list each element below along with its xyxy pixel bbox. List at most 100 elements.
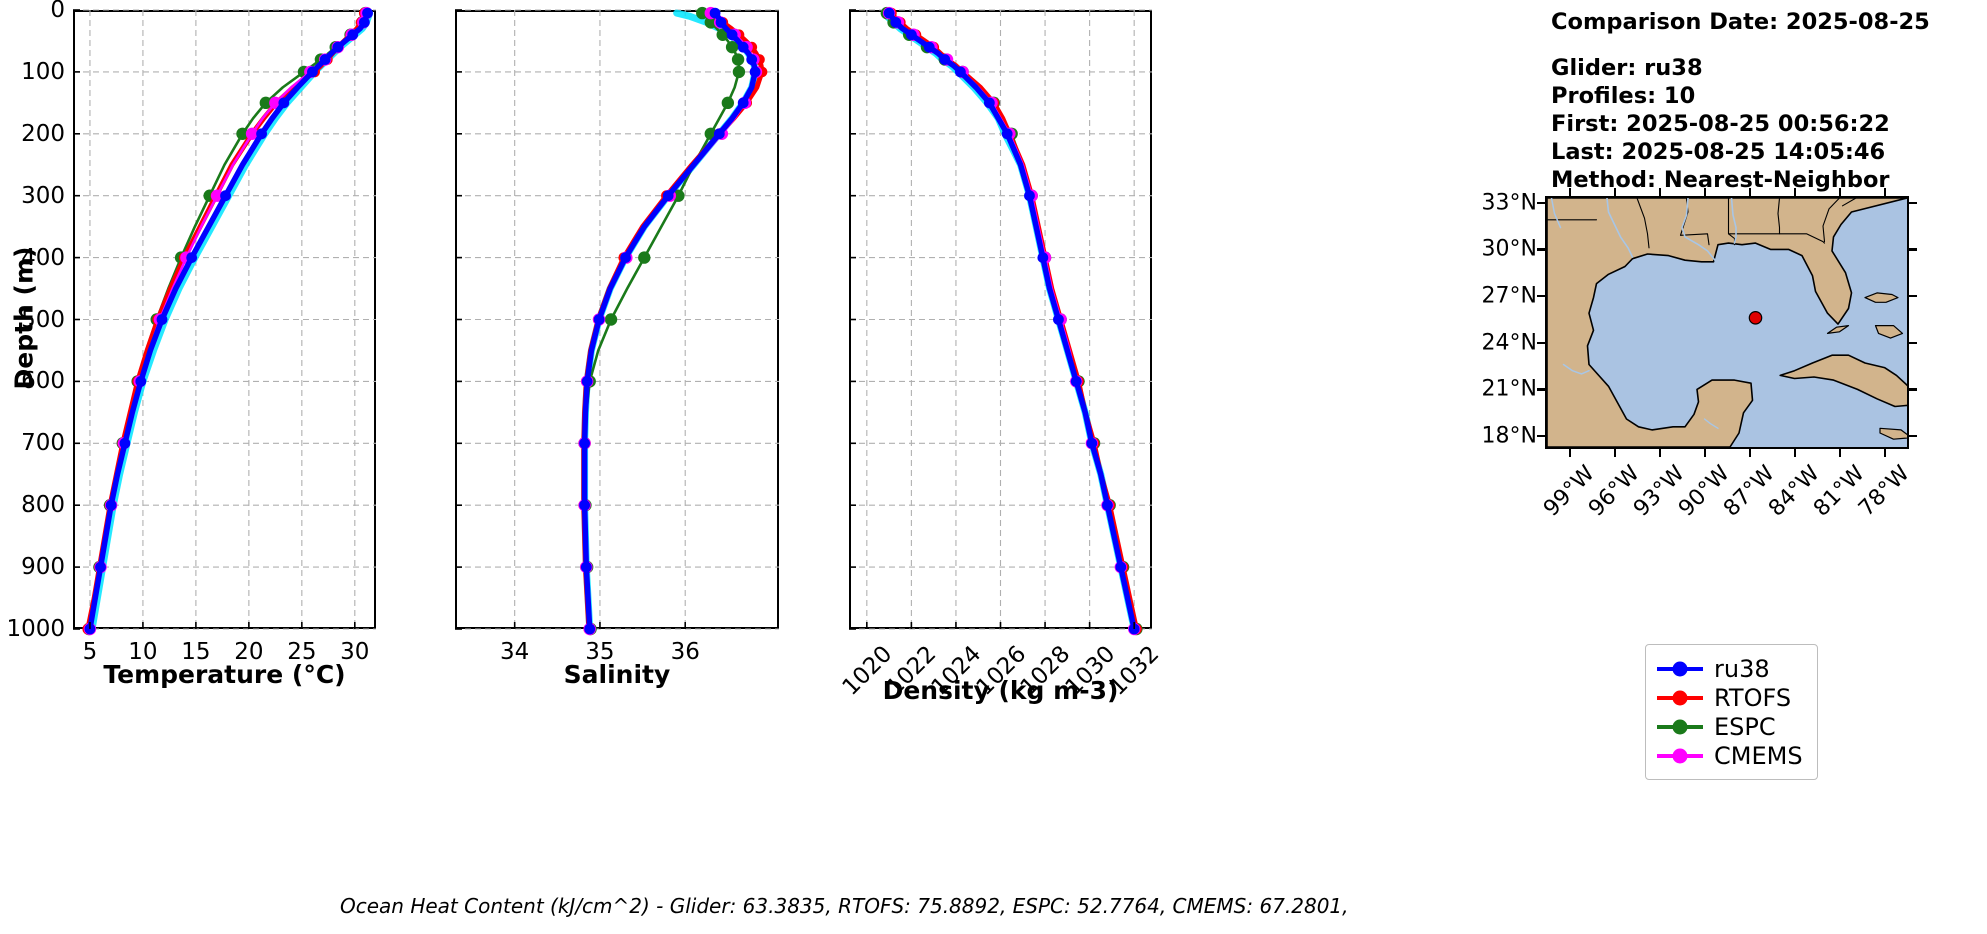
map-lat-tick <box>1537 388 1547 391</box>
map-lat-tick-right <box>1907 341 1917 345</box>
map-lon-tick-top <box>1883 188 1886 198</box>
map-lon-tick <box>1613 447 1616 457</box>
map-latitude-tick-label: 33°N <box>1481 190 1537 216</box>
temperature-tick-label: 5 <box>82 639 98 665</box>
legend-item[interactable]: RTOFS <box>1657 683 1803 712</box>
map-longitude-tick-label: 81°W <box>1808 461 1870 522</box>
map-latitude-tick-label: 18°N <box>1481 423 1537 449</box>
map-lon-tick-top <box>1838 188 1841 198</box>
map-svg <box>1547 198 1907 447</box>
depth-tick-label: 900 <box>21 554 65 581</box>
temperature-tick-label: 25 <box>287 639 317 665</box>
map-longitude-tick-label: 99°W <box>1538 461 1600 522</box>
comparison-date-line: Comparison Date: 2025-08-25 <box>1551 9 1930 35</box>
map-longitude-tick-label: 90°W <box>1673 461 1735 522</box>
legend-item[interactable]: ru38 <box>1657 654 1803 683</box>
map-lon-tick <box>1703 447 1706 457</box>
temperature-tick-label: 10 <box>128 639 158 665</box>
legend-marker-dot <box>1672 719 1688 734</box>
depth-axis-label: Depth (m) <box>9 246 39 390</box>
legend-label: ESPC <box>1714 712 1776 741</box>
salinity-panel <box>455 6 779 636</box>
depth-tick-label: 400 <box>21 244 65 271</box>
map-longitude-tick-label: 78°W <box>1853 461 1915 522</box>
map-lon-tick <box>1748 447 1751 457</box>
salinity-tick-label: 34 <box>500 639 530 665</box>
legend-label: RTOFS <box>1714 683 1792 712</box>
map-longitude-tick-label: 84°W <box>1763 461 1825 522</box>
glider-location-marker <box>1748 311 1763 325</box>
map-latitude-tick-label: 30°N <box>1481 236 1537 262</box>
map-lat-tick <box>1537 248 1547 251</box>
temperature-plot-svg <box>73 6 376 636</box>
depth-tick-label: 0 <box>50 0 65 23</box>
map-lat-tick <box>1537 341 1547 345</box>
map-lon-tick <box>1838 447 1841 457</box>
temperature-tick-label: 20 <box>234 639 264 665</box>
depth-tick-label: 700 <box>21 430 65 457</box>
series-legend: ru38 RTOFS ESPC CMEMS <box>1645 644 1818 780</box>
legend-item[interactable]: ESPC <box>1657 712 1803 741</box>
method-line: Method: Nearest-Neighbor <box>1551 167 1890 193</box>
map-latitude-tick-label: 27°N <box>1481 283 1537 309</box>
legend-label: ru38 <box>1714 654 1770 683</box>
salinity-tick-label: 35 <box>585 639 615 665</box>
legend-marker-dot <box>1672 690 1688 705</box>
map-lon-tick <box>1883 447 1886 457</box>
map-longitude-tick-label: 96°W <box>1583 461 1645 522</box>
map-lat-tick <box>1537 295 1547 298</box>
density-panel <box>849 6 1152 636</box>
salinity-axis-label: Salinity <box>563 660 671 689</box>
map-lat-tick <box>1537 435 1547 438</box>
legend-item[interactable]: CMEMS <box>1657 741 1803 770</box>
map-lon-tick-top <box>1613 188 1616 198</box>
map-lon-tick-top <box>1568 188 1571 198</box>
temperature-tick-label: 30 <box>340 639 370 665</box>
map-latitude-tick-label: 21°N <box>1481 376 1537 402</box>
info-spacer <box>1551 36 1930 54</box>
density-axis-label: Density (kg m-3) <box>882 676 1119 705</box>
map-lat-tick <box>1537 201 1547 205</box>
temperature-tick-label: 15 <box>181 639 211 665</box>
map-lon-tick-top <box>1658 188 1661 198</box>
salinity-plot-svg <box>455 6 779 636</box>
legend-line-swatch <box>1657 748 1703 763</box>
map-lat-tick-right <box>1907 388 1917 391</box>
temperature-axis-label: Temperature (°C) <box>103 660 346 689</box>
temperature-panel <box>73 6 376 636</box>
map-lon-tick-top <box>1748 188 1751 198</box>
map-longitude-tick-label: 87°W <box>1718 461 1780 522</box>
map-lon-tick <box>1658 447 1661 457</box>
glider-line: Glider: ru38 <box>1551 55 1703 81</box>
map-lon-tick <box>1793 447 1796 457</box>
legend-marker-dot <box>1672 661 1688 676</box>
map-lat-tick-right <box>1907 435 1917 438</box>
salinity-tick-label: 36 <box>670 639 700 665</box>
density-plot-svg <box>849 6 1152 636</box>
last-profile-line: Last: 2025-08-25 14:05:46 <box>1551 139 1886 165</box>
map-lon-tick-top <box>1793 188 1796 198</box>
map-lon-tick-top <box>1703 188 1706 198</box>
map-lon-tick <box>1568 447 1571 457</box>
map-latitude-tick-label: 24°N <box>1481 330 1537 356</box>
map-lat-tick-right <box>1907 201 1917 205</box>
first-profile-line: First: 2025-08-25 00:56:22 <box>1551 111 1890 137</box>
legend-line-swatch <box>1657 690 1703 705</box>
legend-marker-dot <box>1672 748 1688 763</box>
depth-tick-label: 300 <box>21 182 65 209</box>
map-lat-tick-right <box>1907 295 1917 298</box>
depth-tick-label: 100 <box>21 58 65 85</box>
legend-line-swatch <box>1657 661 1703 676</box>
ocean-heat-content-caption: Ocean Heat Content (kJ/cm^2) - Glider: 6… <box>340 894 1349 918</box>
location-map[interactable] <box>1545 196 1909 449</box>
legend-label: CMEMS <box>1714 741 1803 770</box>
depth-tick-label: 600 <box>21 368 65 395</box>
depth-tick-label: 1000 <box>6 616 65 642</box>
depth-tick-label: 200 <box>21 120 65 147</box>
depth-tick-label: 500 <box>21 306 65 333</box>
comparison-info-block: Comparison Date: 2025-08-25 Glider: ru38… <box>1551 8 1930 194</box>
map-lat-tick-right <box>1907 248 1917 251</box>
legend-line-swatch <box>1657 719 1703 734</box>
map-longitude-tick-label: 93°W <box>1628 461 1690 522</box>
